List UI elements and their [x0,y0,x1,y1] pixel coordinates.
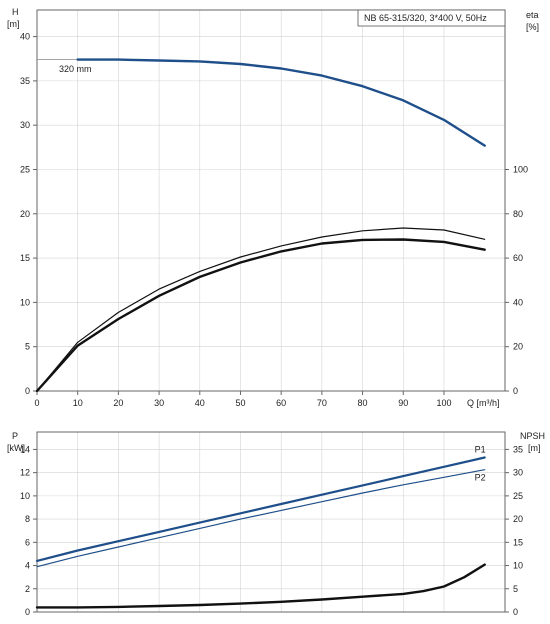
series-line-p1 [35,456,486,562]
y2-tick-label: 0 [513,386,518,396]
y-tick-label: 8 [25,514,30,524]
series-label-p1: P1 [475,445,486,455]
panel-head-efficiency [33,9,509,395]
x-tick-label: 0 [34,398,39,408]
x-tick-label: 20 [113,398,123,408]
y-tick-label: 15 [20,253,30,263]
y2-axis-label: eta [526,10,539,20]
impeller-diameter-label: 320 mm [59,64,92,74]
x-tick-label: 60 [276,398,286,408]
y-tick-label: 2 [25,584,30,594]
y-tick-label: 10 [20,491,30,501]
y-tick-label: 35 [20,76,30,86]
y2-axis-unit: [%] [526,22,539,32]
y2-tick-label: 0 [513,607,518,617]
series-line-curve-1 [36,227,486,392]
x-tick-label: 80 [358,398,368,408]
plot-frame [36,9,506,392]
y-tick-label: 5 [25,342,30,352]
y-tick-label: 30 [20,120,30,130]
y-tick-label: 14 [20,444,30,454]
plot-frame [36,431,506,613]
y-axis-unit: [m] [7,19,20,29]
x-tick-label: 100 [436,398,451,408]
y2-tick-label: 40 [513,297,523,307]
x-axis-label: Q [m³/h] [467,398,500,408]
series-label-p2: P2 [475,473,486,483]
y-tick-label: 12 [20,468,30,478]
y2-axis-unit: [m] [528,443,541,453]
y-tick-label: 0 [25,607,30,617]
y2-tick-label: 30 [513,468,523,478]
series-line-curve-2 [35,238,486,393]
y-axis-label: H [12,7,19,17]
series-line-curve-2 [35,563,486,609]
y2-axis-label: NPSH [520,431,545,441]
y-tick-label: 6 [25,537,30,547]
y-tick-label: 4 [25,561,30,571]
y2-tick-label: 25 [513,491,523,501]
x-tick-label: 10 [73,398,83,408]
y2-tick-label: 20 [513,342,523,352]
x-tick-label: 90 [398,398,408,408]
series-line-p2 [36,469,486,568]
chart-title: NB 65-315/320, 3*400 V, 50Hz [364,13,487,23]
y-tick-label: 0 [25,386,30,396]
y2-tick-label: 80 [513,209,523,219]
y2-tick-label: 15 [513,537,523,547]
y-axis-unit: [kW] [7,443,25,453]
series-line-curve-0 [76,58,486,147]
x-tick-label: 50 [235,398,245,408]
panel-power-npsh [33,431,509,613]
x-tick-label: 70 [317,398,327,408]
y2-tick-label: 20 [513,514,523,524]
y2-tick-label: 10 [513,561,523,571]
x-tick-label: 30 [154,398,164,408]
chart-title-box [357,9,506,27]
y2-tick-label: 100 [513,164,528,174]
y-tick-label: 20 [20,209,30,219]
y-tick-label: 40 [20,32,30,42]
y2-tick-label: 35 [513,444,523,454]
y-tick-label: 10 [20,297,30,307]
x-tick-label: 40 [195,398,205,408]
y-tick-label: 25 [20,164,30,174]
y2-tick-label: 60 [513,253,523,263]
y2-tick-label: 5 [513,584,518,594]
y-axis-label: P [12,431,18,441]
title-box-frame [357,9,506,27]
